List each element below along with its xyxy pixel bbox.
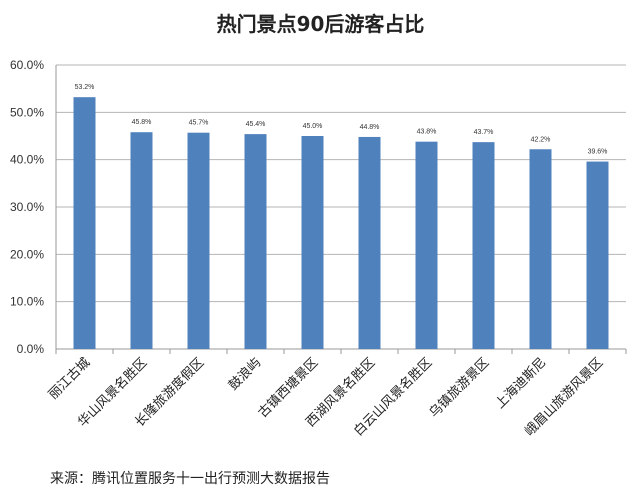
- y-tick-label: 10.0%: [10, 295, 44, 309]
- bar: [244, 134, 267, 349]
- bar: [415, 141, 438, 349]
- bar: [529, 149, 552, 349]
- y-tick-label: 30.0%: [10, 200, 44, 214]
- bar: [358, 136, 381, 349]
- data-label: 53.2%: [75, 84, 95, 91]
- y-tick-label: 40.0%: [10, 153, 44, 167]
- data-label: 42.2%: [531, 136, 551, 143]
- y-tick-label: 60.0%: [10, 58, 44, 72]
- x-category-label: 上海迪斯尼: [493, 355, 550, 412]
- y-tick-label: 0.0%: [17, 342, 45, 356]
- chart-title: 热门景点90后游客占比: [216, 12, 425, 36]
- bar: [472, 142, 495, 349]
- source-note: 来源：腾讯位置服务十一出行预测大数据报告: [50, 471, 330, 487]
- bar: [586, 161, 609, 349]
- bar: [130, 132, 153, 349]
- bar: [187, 132, 210, 349]
- data-label: 45.4%: [246, 121, 266, 128]
- data-label: 43.7%: [474, 129, 494, 136]
- x-category-label: 乌镇旅游景区: [426, 355, 492, 421]
- data-label: 45.7%: [189, 120, 209, 127]
- data-label: 43.8%: [417, 129, 437, 136]
- data-label: 45.8%: [132, 119, 152, 126]
- data-label: 44.8%: [360, 124, 380, 131]
- y-tick-label: 20.0%: [10, 247, 44, 261]
- bar: [73, 97, 96, 349]
- x-category-label: 丽江古城: [46, 355, 93, 402]
- data-label: 45.0%: [303, 123, 323, 130]
- data-label: 39.6%: [588, 149, 608, 156]
- x-category-label: 鼓浪屿: [226, 355, 264, 393]
- bar: [301, 136, 324, 349]
- y-tick-label: 50.0%: [10, 105, 44, 119]
